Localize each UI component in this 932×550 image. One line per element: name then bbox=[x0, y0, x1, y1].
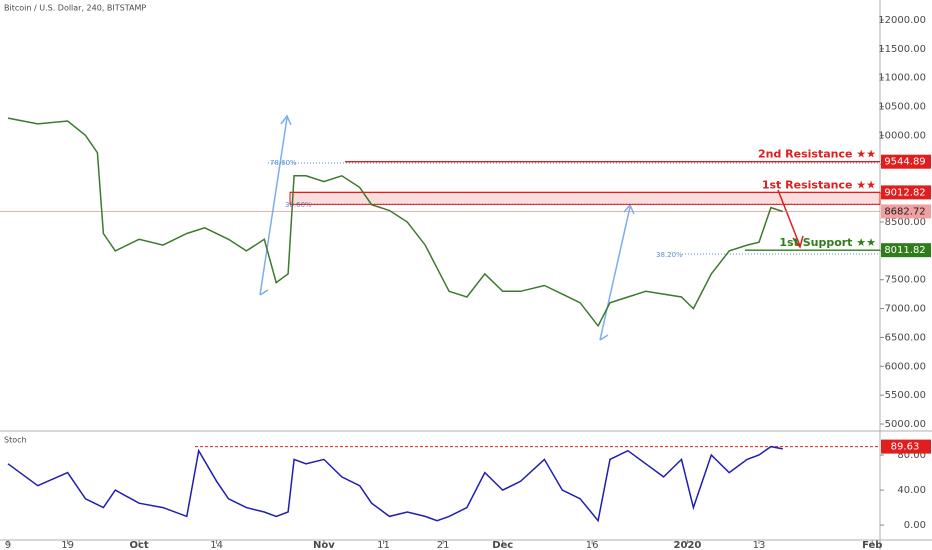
drawings bbox=[259, 114, 635, 341]
y-tick-label: 8500.00 bbox=[885, 217, 926, 228]
y-tick-label: 80.00 bbox=[897, 450, 926, 461]
x-tick-label: 9 bbox=[5, 540, 11, 550]
y-tick-label: 11000.00 bbox=[878, 73, 926, 84]
price-tag-label: 8011.82 bbox=[884, 245, 925, 256]
y-tick-label: 11500.00 bbox=[878, 44, 926, 55]
x-tick-label: 14 bbox=[210, 540, 223, 550]
x-tick-label: 19 bbox=[61, 540, 74, 550]
price-tag-label: 8682.72 bbox=[884, 206, 925, 217]
price-tag bbox=[881, 204, 931, 219]
pane-title: Stoch bbox=[4, 436, 27, 445]
arrow bbox=[259, 114, 292, 296]
x-tick-label: Dec bbox=[492, 540, 513, 550]
price-tag-label: 9544.89 bbox=[884, 157, 925, 168]
series-line bbox=[7, 117, 784, 328]
x-tick-label: 2020 bbox=[674, 540, 702, 550]
y-tick-label: 0.00 bbox=[904, 520, 926, 531]
fib-label: 38.60% bbox=[285, 201, 312, 209]
price-tag-label: 89.63 bbox=[891, 442, 920, 453]
x-tick-label: 16 bbox=[586, 540, 599, 550]
y-tick-label: 5000.00 bbox=[885, 419, 926, 430]
arrow bbox=[599, 203, 635, 341]
y-tick-label: 40.00 bbox=[897, 485, 926, 496]
x-tick-label: Oct bbox=[130, 540, 149, 550]
x-tick-label: Nov bbox=[313, 540, 335, 550]
chart-title: Bitcoin / U.S. Dollar, 240, BITSTAMP bbox=[4, 4, 146, 13]
price-tag-label: 9012.82 bbox=[884, 187, 925, 198]
y-tick-label: 6000.00 bbox=[885, 361, 926, 372]
y-tick-label: 7500.00 bbox=[885, 275, 926, 286]
resistance-zone bbox=[289, 191, 881, 205]
price-tag bbox=[881, 154, 931, 169]
series-line bbox=[7, 445, 783, 523]
level-label: 2nd Resistance ★★ bbox=[758, 148, 876, 161]
price-tag bbox=[881, 439, 931, 454]
y-tick-label: 10500.00 bbox=[878, 102, 926, 113]
x-tick-label: 11 bbox=[377, 540, 390, 550]
x-tick-label: 13 bbox=[753, 540, 766, 550]
level-label: 1st Support ★★ bbox=[779, 236, 876, 249]
level-label: 1st Resistance ★★ bbox=[762, 178, 876, 191]
x-tick-label: 21 bbox=[437, 540, 450, 550]
y-tick-label: 10000.00 bbox=[878, 130, 926, 141]
red-arrow bbox=[777, 189, 804, 249]
y-tick-label: 7000.00 bbox=[885, 304, 926, 315]
y-tick-label: 6500.00 bbox=[885, 332, 926, 343]
y-tick-label: 5500.00 bbox=[885, 390, 926, 401]
fib-label: 38.20% bbox=[656, 251, 683, 259]
x-tick-label: Feb bbox=[862, 540, 882, 550]
price-tag bbox=[881, 243, 931, 258]
price-tag bbox=[881, 185, 931, 200]
y-tick-label: 12000.00 bbox=[878, 15, 926, 26]
fib-label: 78.60% bbox=[270, 159, 297, 167]
